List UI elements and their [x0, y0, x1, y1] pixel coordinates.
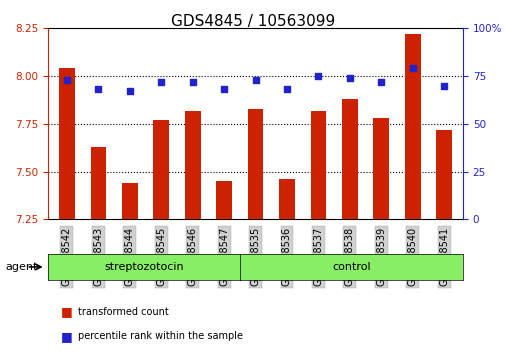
Text: ■: ■	[61, 305, 72, 318]
Bar	[184, 110, 200, 219]
Point	[126, 88, 134, 94]
Bar	[216, 181, 231, 219]
Point	[157, 79, 165, 85]
Point	[251, 77, 259, 83]
Point	[439, 83, 447, 88]
Point	[282, 87, 290, 92]
Point	[94, 87, 102, 92]
Bar	[247, 109, 263, 219]
Bar	[435, 130, 451, 219]
Text: GDS4845 / 10563099: GDS4845 / 10563099	[171, 14, 334, 29]
Text: ■: ■	[61, 330, 72, 343]
Bar	[341, 99, 357, 219]
Point	[220, 87, 228, 92]
Point	[408, 65, 416, 71]
Point	[345, 75, 353, 81]
Bar	[90, 147, 106, 219]
Bar	[279, 179, 294, 219]
Bar	[122, 183, 137, 219]
Bar	[404, 34, 420, 219]
Text: agent: agent	[5, 262, 37, 272]
Text: control: control	[331, 262, 370, 272]
Point	[63, 77, 71, 83]
Bar	[153, 120, 169, 219]
Point	[188, 79, 196, 85]
Bar	[59, 68, 75, 219]
Bar	[373, 118, 388, 219]
Point	[376, 79, 384, 85]
Text: streptozotocin: streptozotocin	[104, 262, 183, 272]
Point	[314, 73, 322, 79]
Text: transformed count: transformed count	[78, 307, 169, 316]
Bar	[310, 110, 326, 219]
Text: percentile rank within the sample: percentile rank within the sample	[78, 331, 243, 341]
